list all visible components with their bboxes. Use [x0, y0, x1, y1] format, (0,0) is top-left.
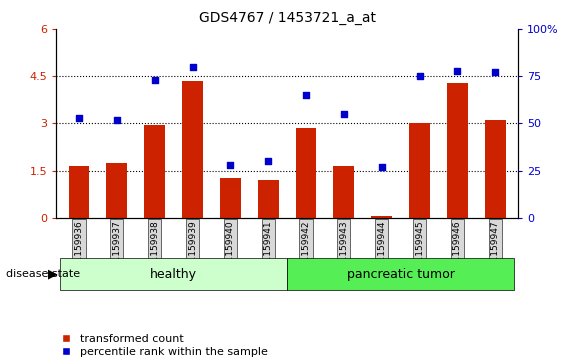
Point: [226, 162, 235, 168]
Point: [263, 158, 272, 164]
Point: [74, 115, 83, 121]
Legend: transformed count, percentile rank within the sample: transformed count, percentile rank withi…: [62, 334, 267, 358]
Point: [188, 64, 197, 70]
Point: [377, 164, 386, 170]
Point: [453, 68, 462, 73]
Bar: [485, 120, 506, 218]
Bar: [258, 180, 279, 218]
Title: GDS4767 / 1453721_a_at: GDS4767 / 1453721_a_at: [199, 11, 376, 25]
Text: ▶: ▶: [48, 268, 57, 281]
Bar: [182, 81, 203, 218]
Bar: [296, 128, 316, 218]
Point: [491, 70, 500, 76]
Bar: [333, 166, 354, 218]
Bar: [106, 163, 127, 218]
Bar: [287, 258, 514, 290]
Text: healthy: healthy: [150, 268, 197, 281]
Point: [150, 77, 159, 83]
Text: pancreatic tumor: pancreatic tumor: [347, 268, 454, 281]
Point: [302, 92, 311, 98]
Bar: [372, 216, 392, 218]
Bar: [220, 179, 241, 218]
Bar: [409, 123, 430, 218]
Bar: [60, 258, 287, 290]
Bar: [447, 82, 468, 218]
Point: [113, 117, 122, 123]
Point: [339, 111, 348, 117]
Point: [415, 73, 424, 79]
Bar: [144, 125, 165, 218]
Bar: [69, 166, 90, 218]
Text: disease state: disease state: [6, 269, 80, 279]
